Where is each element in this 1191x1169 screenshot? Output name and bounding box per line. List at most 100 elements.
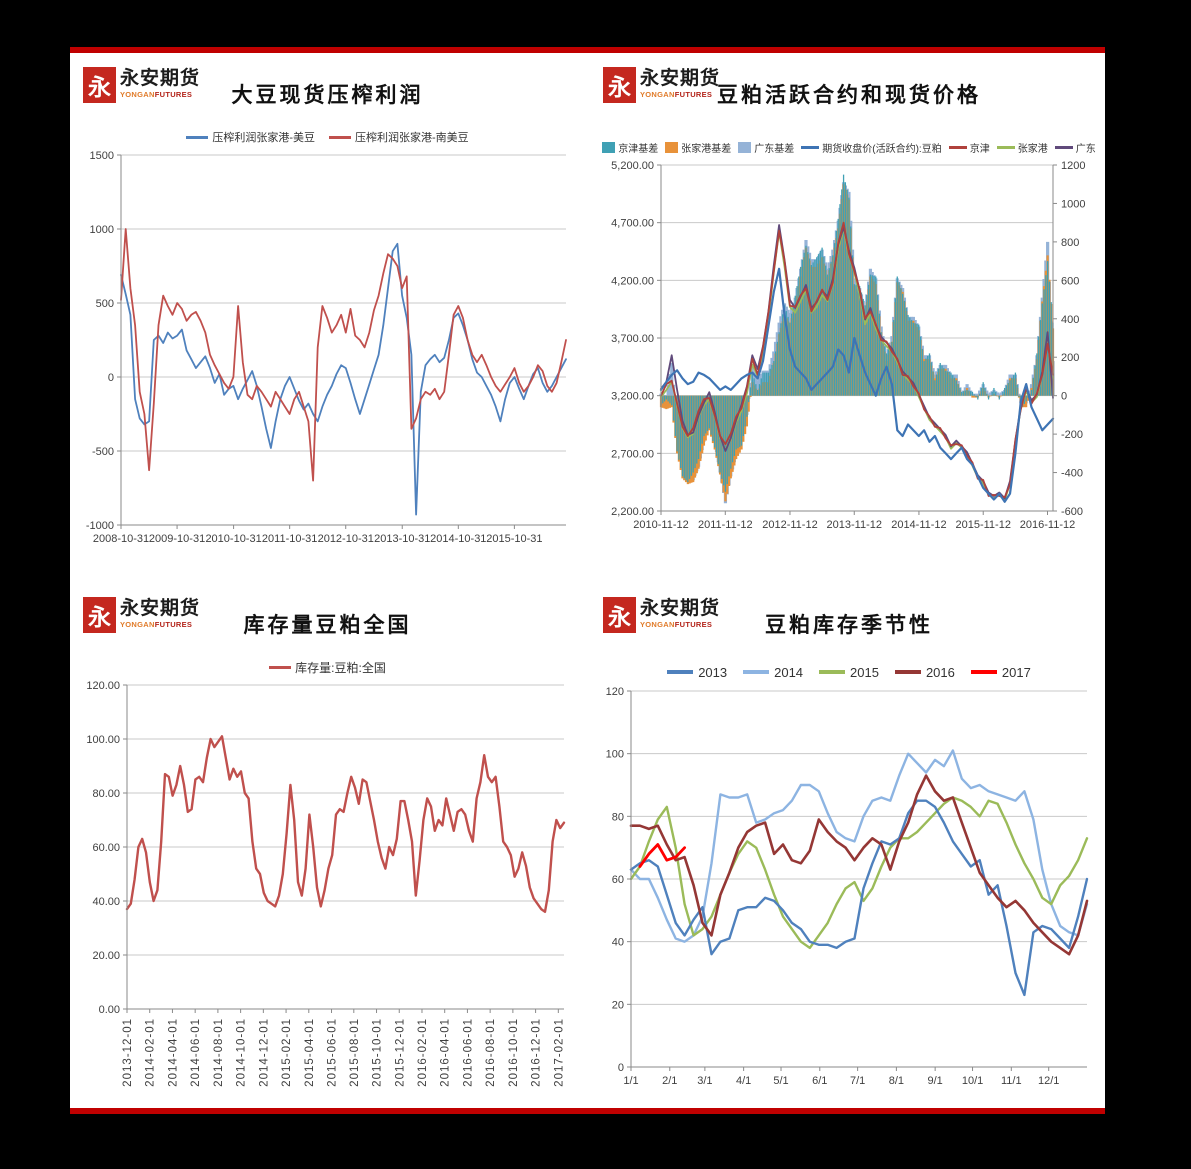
legend-swatch-box [602,141,616,153]
logo-en-part2: FUTURES [154,620,193,629]
logo-en-part1: YONGAN [120,620,155,629]
chart-title: 豆粕库存季节性 [765,613,933,637]
yongan-logo-mark: 永 [603,67,636,103]
legend-label: 广东基差 [754,143,795,155]
x-axis-label: 2014-10-31 [430,533,486,545]
report-panel: 永 永安期货 YONGANFUTURES 大豆现货压榨利润 压榨利润张家港-美豆… [70,53,1105,1108]
x-axis-label: 2016-06-01 [462,1018,474,1087]
top-accent-bar [70,47,1105,53]
x-axis-label: 2/1 [662,1075,677,1087]
y2-axis-label: -400 [1061,468,1083,480]
chart-header: 永 永安期货 YONGANFUTURES 库存量豆粕全国 [75,593,580,645]
series-line [125,735,566,914]
chart-title: 库存量豆粕全国 [243,613,412,637]
series-line [629,796,1089,950]
legend-label: 库存量:豆粕:全国 [295,660,386,675]
legend-item: 2013 [667,665,727,680]
x-axis-label: 2015-10-01 [372,1018,384,1087]
x-axis-label: 12/1 [1038,1075,1059,1087]
x-axis-label: 7/1 [850,1075,865,1087]
series-line [638,843,686,868]
logo-name-en: YONGANFUTURES [120,620,200,629]
y-axis-label: 0 [108,372,114,384]
y-axis-label: 100 [606,749,624,761]
x-axis-label: 10/1 [962,1075,983,1087]
legend-swatch-line [743,670,770,674]
yongan-logo: 永 永安期货 YONGANFUTURES [83,67,200,103]
x-axis-label: 2017-02-01 [553,1018,565,1087]
y-axis-label: -500 [92,446,114,458]
logo-name-en: YONGANFUTURES [120,90,200,99]
x-axis-label: 2008-10-31 [93,533,149,545]
legend-label: 压榨利润张家港-美豆 [212,132,315,144]
y2-axis-label: 400 [1061,314,1079,326]
legend-label: 压榨利润张家港-南美豆 [355,132,469,144]
y2-axis-label: 800 [1061,237,1079,249]
legend-swatch-line [894,670,921,674]
legend-item: 2016 [894,665,955,680]
legend-swatch-line [269,665,292,669]
chart-contract-spot-price: 永 永安期货 YONGANFUTURES 豆粕活跃合约和现货价格 京津基差 张家港… [595,63,1103,537]
legend-label: 京津基差 [618,143,659,155]
x-axis-label: 2014-12-01 [258,1018,270,1087]
series-line [629,774,1089,956]
y2-axis-label: 1200 [1061,160,1085,172]
x-axis-label: 2009-10-31 [149,533,205,545]
y-axis-label: 0.00 [99,1004,120,1016]
x-axis-label: 2016-12-01 [531,1018,543,1087]
legend-item: 京津基差 [602,140,658,155]
chart-header: 永 永安期货 YONGANFUTURES 豆粕活跃合约和现货价格 [595,63,1103,115]
legend-swatch-line [970,670,997,674]
legend-swatch-line [996,145,1015,149]
legend-swatch-box [738,141,752,153]
y-axis-label: 40.00 [92,896,120,908]
yongan-logo: 永 永安期货 YONGANFUTURES [603,67,720,103]
yongan-logo: 永 永安期货 YONGANFUTURES [83,597,200,633]
x-axis-label: 2014-10-01 [236,1018,248,1087]
legend-swatch-line [801,145,820,149]
y-axis-label: 20 [612,999,624,1011]
legend-item: 2017 [970,665,1031,680]
yongan-logo-text: 永安期货 YONGANFUTURES [120,597,200,629]
logo-name-en: YONGANFUTURES [640,90,720,99]
logo-en-part1: YONGAN [640,90,675,99]
legend-item: 张家港基差 [665,140,731,155]
yongan-logo-text: 永安期货 YONGANFUTURES [640,597,720,629]
x-axis-label: 2014-06-01 [190,1018,202,1087]
y-axis-label: 4,200.00 [611,275,654,287]
x-axis-label: 2013-11-12 [827,519,882,531]
x-axis-label: 2016-11-12 [1020,519,1075,531]
legend-swatch-line [948,145,967,149]
x-axis-label: 2015-12-01 [394,1018,406,1087]
yongan-logo-mark: 永 [603,597,636,633]
x-axis-label: 3/1 [697,1075,712,1087]
x-axis-label: 2010-11-12 [633,519,688,531]
legend-swatch-line [329,135,351,139]
yongan-logo-text: 永安期货 YONGANFUTURES [120,67,200,99]
x-axis-label: 6/1 [812,1075,827,1087]
x-axis-label: 2016-08-01 [485,1018,497,1087]
x-axis-label: 2015-02-01 [281,1018,293,1087]
legend-item: 广东基差 [738,140,794,155]
x-axis-label: 9/1 [928,1075,943,1087]
legend-item: 压榨利润张家港-南美豆 [329,129,469,145]
y-axis-label: 80 [612,811,624,823]
x-axis-label: 2014-11-12 [891,519,946,531]
legend-swatch-line [667,670,694,674]
x-axis-label: 5/1 [773,1075,788,1087]
x-axis-label: 11/1 [1001,1075,1022,1087]
series-line [120,228,567,482]
legend-item: 2015 [819,665,879,680]
y-axis-label: 120 [606,686,624,698]
x-axis-label: 2016-10-01 [508,1018,520,1087]
x-axis-label: 2014-02-01 [145,1018,157,1087]
series-line [120,242,567,516]
x-axis-label: 2010-10-31 [205,533,261,545]
x-axis-label: 2012-11-12 [762,519,817,531]
chart-legend: 2013 2014 2015 2016 2017 [595,661,1103,683]
logo-name-cn: 永安期货 [120,598,201,619]
y-axis-label: 500 [96,298,114,310]
yongan-logo-mark: 永 [83,597,116,633]
legend-swatch-line [1054,145,1073,149]
